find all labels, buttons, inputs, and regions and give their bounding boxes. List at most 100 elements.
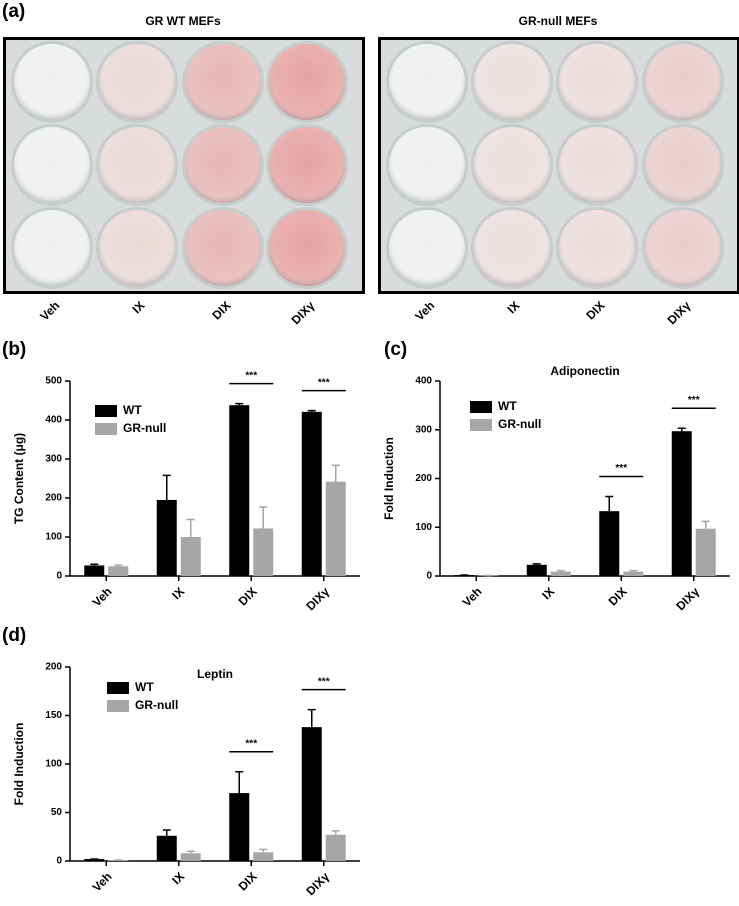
x-tick-label: IX xyxy=(539,584,557,602)
x-tick-label: DIXγ xyxy=(303,584,332,613)
significance-label: *** xyxy=(245,738,257,749)
error-bar xyxy=(162,474,171,500)
x-tick-label: DIXγ xyxy=(673,584,702,613)
chart-title: Adiponectin xyxy=(550,364,619,378)
legend-label: WT xyxy=(498,399,517,413)
x-tick-label: Veh xyxy=(460,584,485,609)
legend-swatch xyxy=(470,419,492,431)
error-bar xyxy=(307,708,316,728)
y-tick-label: 0 xyxy=(426,571,432,582)
error-bar xyxy=(307,409,316,412)
panel-label: (d) xyxy=(2,625,26,646)
well-label: DIXγ xyxy=(665,298,694,327)
bar xyxy=(229,793,250,861)
legend-label: WT xyxy=(135,680,154,694)
y-tick-label: 100 xyxy=(45,759,62,770)
bar xyxy=(301,727,322,861)
y-tick-label: 100 xyxy=(415,522,432,533)
y-axis-label: Fold Induction xyxy=(12,723,26,806)
significance-label: *** xyxy=(318,676,330,687)
significance-label: *** xyxy=(318,377,330,388)
y-tick-label: 0 xyxy=(56,571,62,582)
well xyxy=(99,44,175,120)
well xyxy=(645,127,721,203)
y-tick-label: 200 xyxy=(45,662,62,673)
x-tick-label: IX xyxy=(169,869,187,887)
error-bar xyxy=(186,850,195,854)
well-label: Veh xyxy=(37,298,62,323)
error-bar xyxy=(629,569,638,572)
well xyxy=(269,127,345,203)
y-tick-label: 50 xyxy=(51,807,63,818)
y-axis-label: Fold Induction xyxy=(382,437,396,520)
error-bar xyxy=(701,520,710,529)
error-bar xyxy=(331,830,340,835)
well xyxy=(185,210,261,286)
plate-title: GR WT MEFs xyxy=(145,14,221,28)
error-bar xyxy=(259,848,268,853)
well xyxy=(559,127,635,203)
legend-label: GR-null xyxy=(123,421,166,435)
bar xyxy=(156,499,177,576)
well xyxy=(559,210,635,286)
y-tick-label: 200 xyxy=(415,473,432,484)
well-label: DIX xyxy=(583,298,607,322)
bar xyxy=(526,564,547,576)
y-tick-label: 200 xyxy=(45,493,62,504)
error-bar xyxy=(114,564,123,567)
x-tick-label: DIX xyxy=(606,584,630,608)
plate-title: GR-null MEFs xyxy=(519,14,598,28)
x-tick-label: DIX xyxy=(236,584,260,608)
bar xyxy=(84,565,105,576)
legend-swatch xyxy=(107,682,129,694)
well xyxy=(474,44,550,120)
bar xyxy=(671,431,692,576)
well xyxy=(559,44,635,120)
error-bar xyxy=(162,829,171,836)
y-tick-label: 500 xyxy=(45,376,62,387)
well xyxy=(14,44,90,120)
bar xyxy=(550,571,571,576)
y-tick-label: 100 xyxy=(45,532,62,543)
x-tick-label: DIXγ xyxy=(303,869,332,898)
significance-label: *** xyxy=(615,463,627,474)
legend-label: WT xyxy=(123,403,142,417)
error-bar xyxy=(331,464,340,482)
x-tick-label: DIX xyxy=(236,869,260,893)
legend-swatch xyxy=(95,405,117,417)
y-tick-label: 0 xyxy=(56,856,62,867)
panel-label: (b) xyxy=(2,339,26,360)
well xyxy=(99,127,175,203)
well-label: Veh xyxy=(412,298,437,323)
error-bar xyxy=(532,563,541,565)
y-tick-label: 300 xyxy=(45,454,62,465)
panel-label: (c) xyxy=(384,339,407,360)
y-tick-label: 400 xyxy=(415,376,432,387)
bar xyxy=(301,411,322,576)
well xyxy=(99,210,175,286)
error-bar xyxy=(235,402,244,406)
well xyxy=(389,210,465,286)
x-tick-label: Veh xyxy=(90,869,115,894)
significance-label: *** xyxy=(688,395,700,406)
well xyxy=(185,127,261,203)
y-tick-label: 300 xyxy=(415,424,432,435)
well-label: IX xyxy=(129,298,147,316)
error-bar xyxy=(90,563,99,566)
error-bar xyxy=(186,518,195,537)
bar xyxy=(229,405,250,576)
error-bar xyxy=(605,495,614,512)
well xyxy=(389,127,465,203)
well-label: DIX xyxy=(209,298,233,322)
bar xyxy=(180,537,201,576)
well xyxy=(474,127,550,203)
panel-label: (a) xyxy=(2,1,25,22)
legend-swatch xyxy=(95,423,117,435)
bar xyxy=(108,566,129,576)
legend-label: GR-null xyxy=(498,417,541,431)
bar xyxy=(623,571,644,576)
well xyxy=(14,127,90,203)
y-tick-label: 150 xyxy=(45,710,62,721)
well xyxy=(185,44,261,120)
